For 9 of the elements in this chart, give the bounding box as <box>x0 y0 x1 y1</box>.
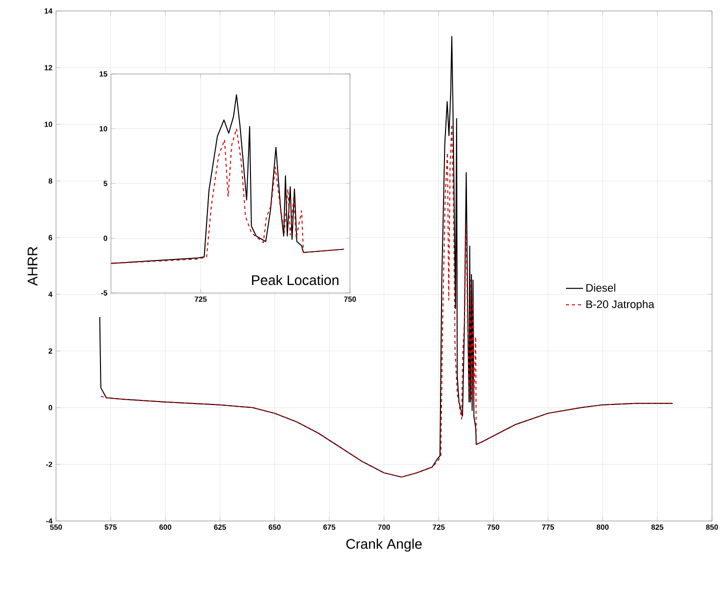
line-series <box>111 128 345 264</box>
line-series <box>100 124 674 478</box>
y-axis-title: AHRR <box>28 246 38 286</box>
line-series <box>111 94 345 264</box>
legend-label: Diesel <box>586 284 616 292</box>
annotation: Peak Location <box>252 274 338 286</box>
line-series <box>99 36 674 478</box>
legend-label: B-20 Jatropha <box>586 300 654 310</box>
x-axis-title: Crank Angle <box>346 538 422 552</box>
